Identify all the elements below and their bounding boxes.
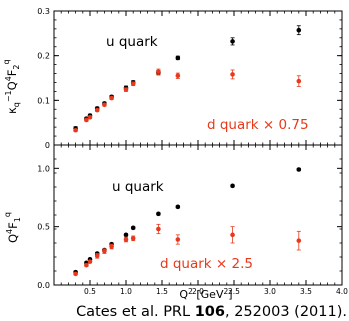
d-quark-point (123, 87, 129, 92)
y-tick-label: 1.0 (37, 164, 50, 173)
u-quark-point (130, 225, 136, 231)
d-quark-point (130, 236, 136, 241)
d-quark-point (175, 73, 181, 79)
y-tick-label: 0.3 (37, 7, 50, 16)
u-quark-point (156, 211, 161, 217)
x-tick-label: 2.0 (192, 287, 204, 296)
x-tick-label: 4.0 (336, 287, 348, 296)
d-quark-point (130, 81, 136, 87)
citation: Cates et al. PRL 106, 252003 (2011). (76, 304, 347, 320)
top-annotation-u-quark: u quark (106, 34, 158, 50)
d-quark-point (156, 226, 161, 232)
d-quark-point (102, 248, 107, 254)
d-quark-point (84, 262, 89, 268)
citation-prefix: Cates et al. PRL (76, 304, 195, 320)
citation-suffix: , 252003 (2011). (225, 304, 347, 320)
bottom-y-axis-label: Q4F1q (3, 212, 22, 243)
d-quark-point (87, 115, 93, 120)
d-quark-point (296, 78, 302, 84)
bottom-annotation-u-quark: u quark (112, 179, 164, 195)
u-quark-point (230, 39, 235, 44)
d-quark-point (296, 238, 302, 243)
y-tick-label: 0.0 (37, 281, 50, 290)
x-tick-label: 0.5 (84, 287, 96, 296)
u-quark-point (123, 232, 129, 238)
u-quark-point (175, 55, 181, 61)
u-quark-point (230, 183, 235, 189)
d-quark-point (230, 232, 235, 238)
d-quark-point (84, 117, 89, 123)
top-y-axis-label: κq−1Q4F2q (2, 59, 21, 114)
bottom-annotation-d-quark: d quark × 2.5 (160, 256, 253, 272)
y-tick-label: 0.2 (37, 52, 50, 61)
top-panel: 0 0.1 0.2 0.3 u quark d quark × 0.75 κq−1Q4… (2, 7, 343, 150)
bottom-y-ticks: 0.0 0.5 1.0 (37, 144, 342, 290)
d-quark-point (109, 244, 114, 249)
d-quark-point (102, 102, 107, 108)
bottom-x-ticks: 0.5 1.0 1.5 2.0 2.5 3.0 3.5 4.0 (53, 145, 348, 296)
d-quark-point (175, 237, 181, 242)
x-tick-label: 1.0 (120, 287, 132, 296)
x-tick-label: 3.5 (300, 287, 312, 296)
u-quark-point (296, 167, 302, 172)
d-quark-point (109, 95, 114, 101)
top-annotation-d-quark: d quark × 0.75 (207, 117, 309, 133)
bottom-panel: 0.0 0.5 1.0 0.5 1.0 1.5 2.0 2.5 3.0 3.5 4.0 u qua… (3, 144, 348, 301)
d-quark-point (123, 237, 129, 242)
d-quark-point (73, 127, 78, 133)
top-data-points (73, 25, 302, 133)
x-tick-label: 3.0 (264, 287, 276, 296)
d-quark-point (94, 253, 100, 259)
x-tick-label: 1.5 (156, 287, 168, 296)
d-quark-point (87, 259, 93, 264)
bottom-data-points (73, 167, 302, 277)
x-tick-label: 2.5 (228, 287, 240, 296)
u-quark-point (175, 204, 181, 210)
u-quark-point (296, 27, 302, 33)
d-quark-point (230, 72, 235, 77)
d-quark-point (94, 107, 100, 113)
y-tick-label: 0 (45, 141, 50, 150)
y-tick-label: 0.5 (37, 223, 50, 232)
d-quark-point (73, 271, 78, 277)
x-axis-label: Q2 [GeV2] (179, 287, 232, 301)
citation-volume: 106 (195, 304, 225, 320)
y-tick-label: 0.1 (37, 96, 50, 105)
d-quark-point (156, 69, 161, 75)
